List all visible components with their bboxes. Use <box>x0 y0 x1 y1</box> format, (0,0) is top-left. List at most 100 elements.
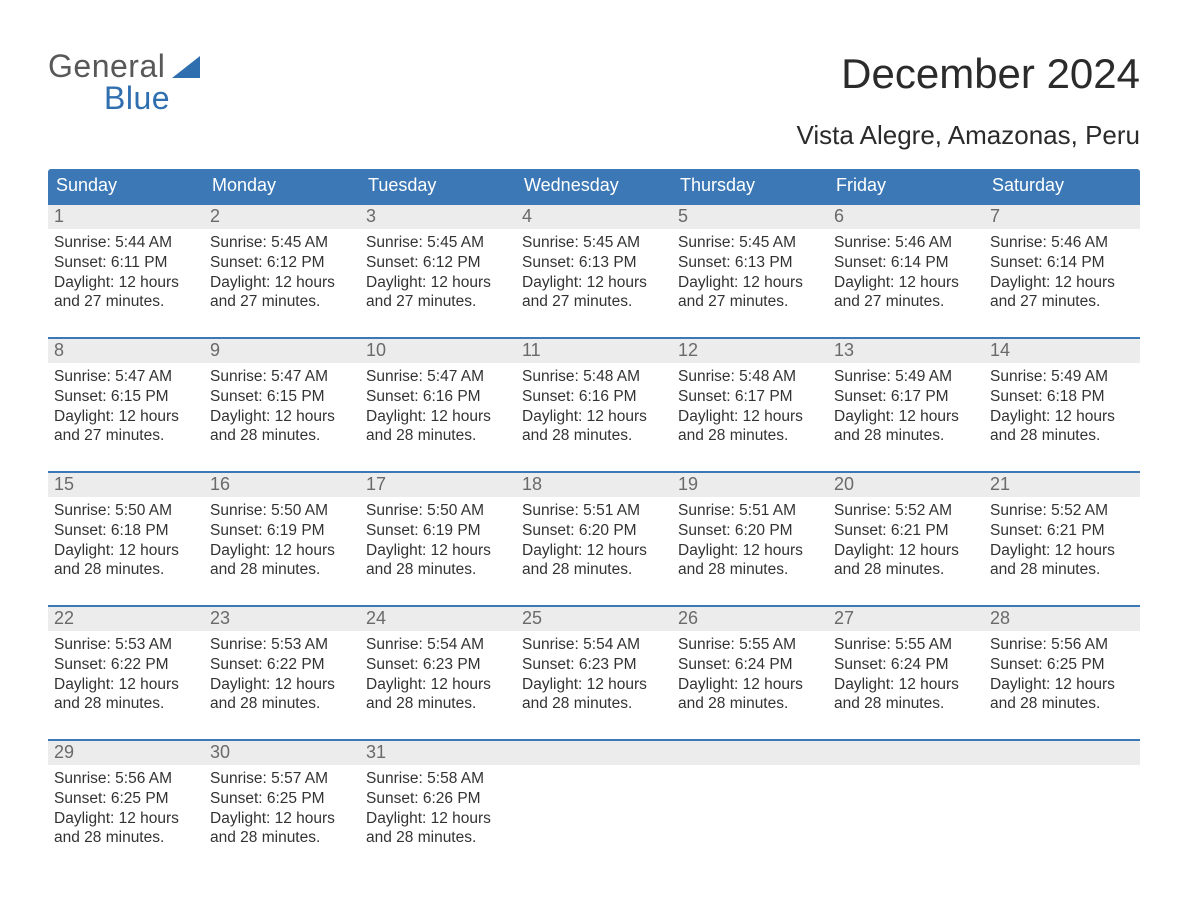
day-daylight2: and 28 minutes. <box>366 828 510 848</box>
page-title: December 2024 <box>841 50 1140 98</box>
day-sunrise: Sunrise: 5:50 AM <box>366 501 510 521</box>
day-sunrise: Sunrise: 5:53 AM <box>54 635 198 655</box>
day-sunset: Sunset: 6:25 PM <box>990 655 1134 675</box>
week-row: 891011121314Sunrise: 5:47 AMSunset: 6:15… <box>48 337 1140 455</box>
week-row: 1234567Sunrise: 5:44 AMSunset: 6:11 PMDa… <box>48 203 1140 321</box>
day-cell: Sunrise: 5:56 AMSunset: 6:25 PMDaylight:… <box>984 631 1140 723</box>
daynum-strip: 22232425262728 <box>48 607 1140 631</box>
day-sunset: Sunset: 6:26 PM <box>366 789 510 809</box>
day-number: 29 <box>48 741 204 765</box>
day-sunrise: Sunrise: 5:57 AM <box>210 769 354 789</box>
day-number: 21 <box>984 473 1140 497</box>
day-daylight1: Daylight: 12 hours <box>366 675 510 695</box>
daynum-strip: 891011121314 <box>48 339 1140 363</box>
day-cell: Sunrise: 5:47 AMSunset: 6:15 PMDaylight:… <box>204 363 360 455</box>
day-cell: Sunrise: 5:45 AMSunset: 6:13 PMDaylight:… <box>516 229 672 321</box>
day-sunrise: Sunrise: 5:54 AM <box>522 635 666 655</box>
day-number: 17 <box>360 473 516 497</box>
day-sunset: Sunset: 6:21 PM <box>834 521 978 541</box>
day-cell: Sunrise: 5:48 AMSunset: 6:17 PMDaylight:… <box>672 363 828 455</box>
day-daylight1: Daylight: 12 hours <box>366 809 510 829</box>
day-sunrise: Sunrise: 5:48 AM <box>522 367 666 387</box>
day-number: 9 <box>204 339 360 363</box>
weekday-label: Wednesday <box>516 169 672 203</box>
day-daylight2: and 28 minutes. <box>210 828 354 848</box>
day-daylight1: Daylight: 12 hours <box>990 273 1134 293</box>
day-cell: Sunrise: 5:53 AMSunset: 6:22 PMDaylight:… <box>48 631 204 723</box>
week-row: 22232425262728Sunrise: 5:53 AMSunset: 6:… <box>48 605 1140 723</box>
day-cell: Sunrise: 5:46 AMSunset: 6:14 PMDaylight:… <box>984 229 1140 321</box>
day-sunrise: Sunrise: 5:53 AM <box>210 635 354 655</box>
day-daylight2: and 27 minutes. <box>990 292 1134 312</box>
day-daylight2: and 28 minutes. <box>210 560 354 580</box>
day-daylight1: Daylight: 12 hours <box>210 541 354 561</box>
day-sunrise: Sunrise: 5:45 AM <box>678 233 822 253</box>
day-daylight1: Daylight: 12 hours <box>834 675 978 695</box>
day-sunset: Sunset: 6:20 PM <box>678 521 822 541</box>
weekday-label: Friday <box>828 169 984 203</box>
day-daylight1: Daylight: 12 hours <box>522 407 666 427</box>
day-sunset: Sunset: 6:16 PM <box>522 387 666 407</box>
day-daylight1: Daylight: 12 hours <box>834 273 978 293</box>
day-sunrise: Sunrise: 5:50 AM <box>54 501 198 521</box>
day-daylight1: Daylight: 12 hours <box>54 541 198 561</box>
day-cell: Sunrise: 5:50 AMSunset: 6:19 PMDaylight:… <box>204 497 360 589</box>
week-row: 15161718192021Sunrise: 5:50 AMSunset: 6:… <box>48 471 1140 589</box>
day-sunset: Sunset: 6:21 PM <box>990 521 1134 541</box>
day-number: 20 <box>828 473 984 497</box>
day-sunrise: Sunrise: 5:51 AM <box>522 501 666 521</box>
day-sunrise: Sunrise: 5:55 AM <box>834 635 978 655</box>
day-cell: Sunrise: 5:50 AMSunset: 6:19 PMDaylight:… <box>360 497 516 589</box>
day-daylight2: and 28 minutes. <box>366 560 510 580</box>
day-daylight1: Daylight: 12 hours <box>678 675 822 695</box>
day-daylight1: Daylight: 12 hours <box>990 407 1134 427</box>
day-cell: Sunrise: 5:53 AMSunset: 6:22 PMDaylight:… <box>204 631 360 723</box>
day-number: 24 <box>360 607 516 631</box>
day-cell: Sunrise: 5:45 AMSunset: 6:12 PMDaylight:… <box>360 229 516 321</box>
day-daylight2: and 28 minutes. <box>210 694 354 714</box>
day-number: 12 <box>672 339 828 363</box>
logo-text-top: General <box>48 48 165 84</box>
day-number: 13 <box>828 339 984 363</box>
day-daylight2: and 28 minutes. <box>990 694 1134 714</box>
day-sunrise: Sunrise: 5:47 AM <box>210 367 354 387</box>
day-sunrise: Sunrise: 5:56 AM <box>990 635 1134 655</box>
day-sunset: Sunset: 6:13 PM <box>522 253 666 273</box>
day-daylight1: Daylight: 12 hours <box>210 273 354 293</box>
day-daylight1: Daylight: 12 hours <box>678 273 822 293</box>
day-sunset: Sunset: 6:20 PM <box>522 521 666 541</box>
week-row: 293031Sunrise: 5:56 AMSunset: 6:25 PMDay… <box>48 739 1140 857</box>
day-daylight2: and 28 minutes. <box>522 694 666 714</box>
day-sunset: Sunset: 6:16 PM <box>366 387 510 407</box>
day-daylight2: and 28 minutes. <box>522 426 666 446</box>
day-sunrise: Sunrise: 5:56 AM <box>54 769 198 789</box>
logo-text-bottom: Blue <box>104 80 170 116</box>
weekday-label: Thursday <box>672 169 828 203</box>
day-daylight2: and 28 minutes. <box>210 426 354 446</box>
weekday-label: Tuesday <box>360 169 516 203</box>
day-number: 22 <box>48 607 204 631</box>
day-number: 30 <box>204 741 360 765</box>
day-daylight1: Daylight: 12 hours <box>678 541 822 561</box>
day-daylight2: and 27 minutes. <box>210 292 354 312</box>
day-daylight2: and 28 minutes. <box>834 426 978 446</box>
calendar: Sunday Monday Tuesday Wednesday Thursday… <box>48 169 1140 857</box>
day-sunset: Sunset: 6:14 PM <box>834 253 978 273</box>
day-daylight2: and 28 minutes. <box>834 560 978 580</box>
day-sunrise: Sunrise: 5:58 AM <box>366 769 510 789</box>
day-sunset: Sunset: 6:12 PM <box>210 253 354 273</box>
day-sunset: Sunset: 6:15 PM <box>54 387 198 407</box>
day-daylight1: Daylight: 12 hours <box>54 675 198 695</box>
day-daylight2: and 28 minutes. <box>678 426 822 446</box>
day-number: 31 <box>360 741 516 765</box>
day-daylight2: and 28 minutes. <box>366 694 510 714</box>
daynum-strip: 1234567 <box>48 205 1140 229</box>
day-sunset: Sunset: 6:19 PM <box>210 521 354 541</box>
day-sunset: Sunset: 6:14 PM <box>990 253 1134 273</box>
day-sunrise: Sunrise: 5:52 AM <box>834 501 978 521</box>
weekday-label: Sunday <box>48 169 204 203</box>
day-sunrise: Sunrise: 5:46 AM <box>834 233 978 253</box>
day-cell: Sunrise: 5:54 AMSunset: 6:23 PMDaylight:… <box>516 631 672 723</box>
day-daylight1: Daylight: 12 hours <box>210 809 354 829</box>
day-number: 3 <box>360 205 516 229</box>
